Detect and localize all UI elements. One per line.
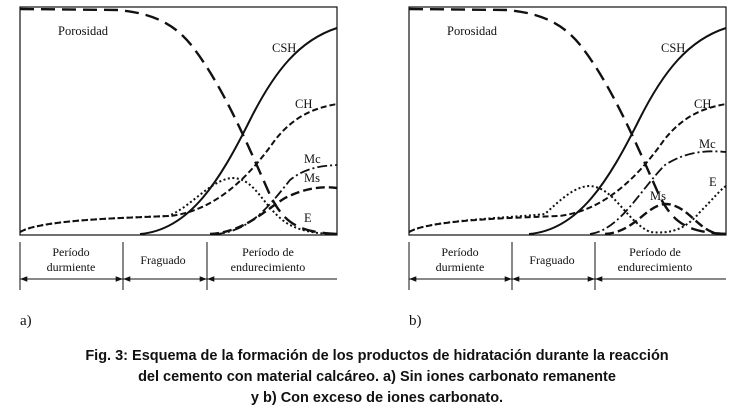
panel-a-letter: a) xyxy=(20,313,32,329)
panel-a-ms-curve xyxy=(209,186,338,236)
panel-b-e-curve xyxy=(408,184,727,234)
panel-b-period-2-line1: Fraguado xyxy=(529,253,574,267)
panel-b-period-3-line1: Período de xyxy=(629,245,681,259)
panel-a-porosity-label: Porosidad xyxy=(58,24,109,38)
panel-b-ms-label: Ms xyxy=(650,189,666,203)
panel-b-csh-label: CSH xyxy=(661,41,685,55)
caption-line-3: y b) Con exceso de iones carbonato. xyxy=(250,390,504,406)
panel-b: Porosidad CSH CH Mc Ms E Período durmien… xyxy=(408,6,727,329)
panel-a-ch-curve xyxy=(19,103,338,233)
figure: Porosidad CSH CH Mc Ms E Período durmien… xyxy=(19,6,727,329)
caption-line-1: Fig. 3: Esquema de la formación de los p… xyxy=(85,348,669,364)
panel-b-e-label: E xyxy=(709,175,717,189)
panel-a-porosity-curve xyxy=(19,7,338,236)
panel-a-ch-label: CH xyxy=(295,97,312,111)
figure-caption: Fig. 3: Esquema de la formación de los p… xyxy=(0,346,754,409)
panel-a-period-3-line2: endurecimiento xyxy=(231,260,306,274)
panel-a-period-1-line2: durmiente xyxy=(47,260,96,274)
panel-b-period-3-line2: endurecimiento xyxy=(618,260,693,274)
panel-a-frame xyxy=(19,6,338,236)
panel-b-ch-label: CH xyxy=(694,97,711,111)
caption-line-2: del cemento con material calcáreo. a) Si… xyxy=(138,369,616,385)
panel-b-ch-curve xyxy=(408,103,727,233)
panel-a-period-1-line1: Período xyxy=(52,245,89,259)
panel-a-period-2-line1: Fraguado xyxy=(140,253,185,267)
panel-b-porosity-label: Porosidad xyxy=(447,24,498,38)
panel-b-mc-curve xyxy=(589,150,727,235)
panel-b-period-1-line1: Período xyxy=(441,245,478,259)
panel-a-csh-curve xyxy=(139,27,338,235)
panel-a-csh-label: CSH xyxy=(272,41,296,55)
panel-b-csh-curve xyxy=(528,27,727,235)
panel-b-porosity-curve xyxy=(408,7,727,236)
panel-a-e-label: E xyxy=(304,211,312,225)
panel-a-e-curve xyxy=(19,176,338,235)
panel-a-period-3-line1: Período de xyxy=(242,245,294,259)
panel-a-ms-label: Ms xyxy=(304,171,320,185)
panel-b-mc-label: Mc xyxy=(699,137,716,151)
panel-a-mc-label: Mc xyxy=(304,152,321,166)
panel-b-frame xyxy=(408,6,727,236)
panel-b-period-1-line2: durmiente xyxy=(436,260,485,274)
panel-a: Porosidad CSH CH Mc Ms E Período durmien… xyxy=(19,6,338,329)
panel-b-ms-curve xyxy=(604,202,727,236)
panel-b-letter: b) xyxy=(409,313,422,329)
